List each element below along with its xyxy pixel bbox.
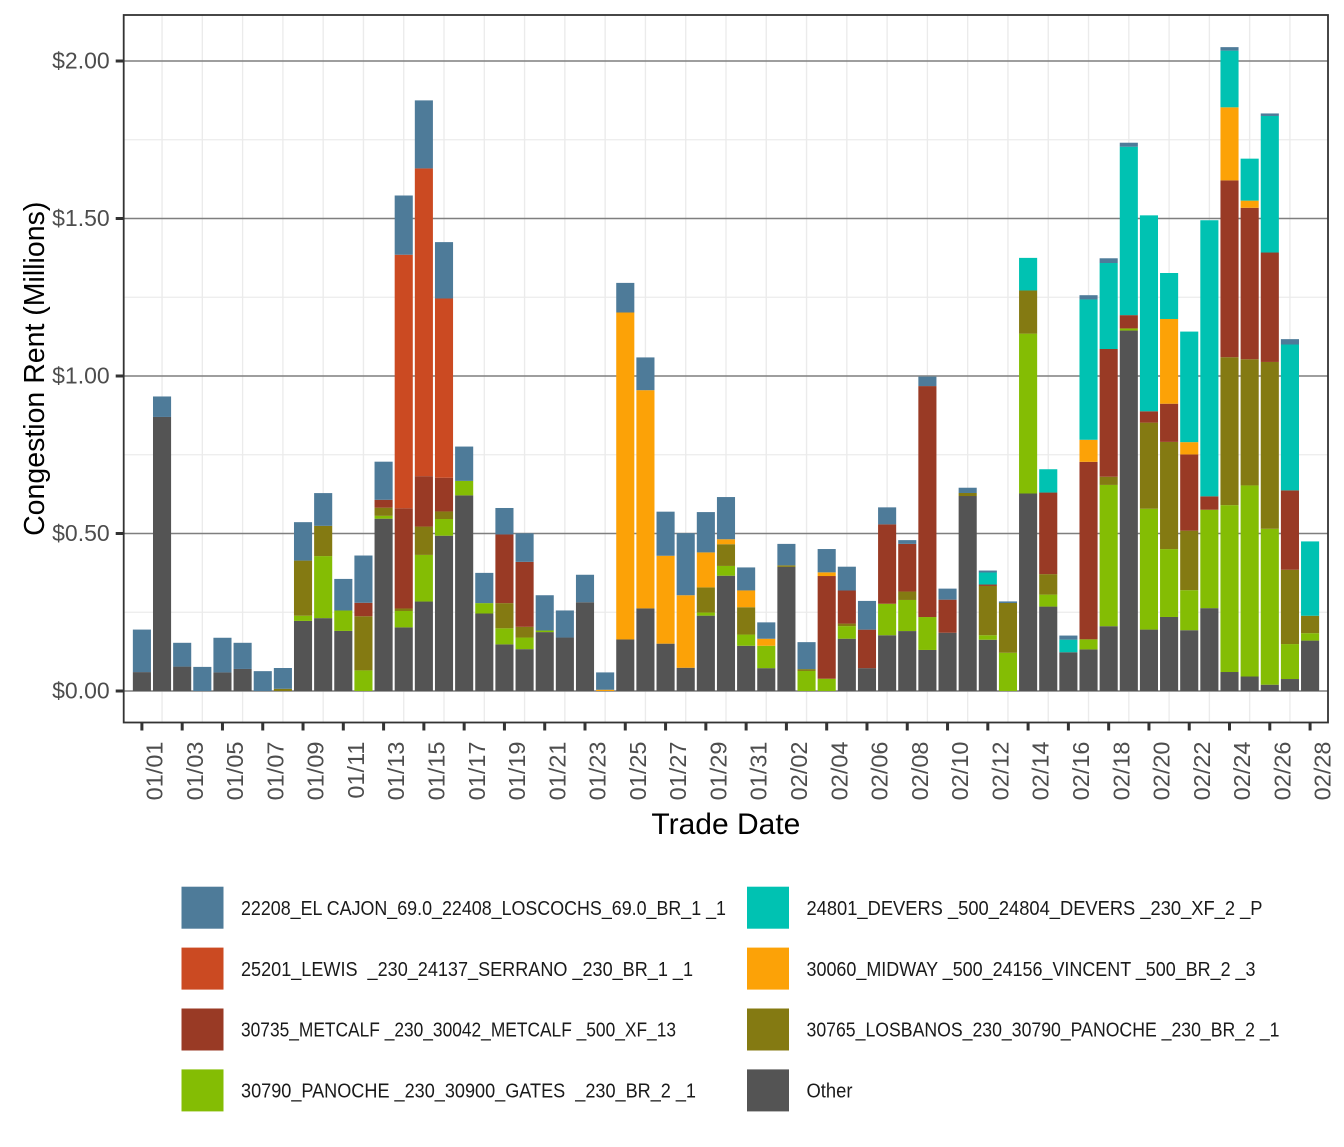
svg-text:02/02: 02/02 <box>786 742 812 801</box>
svg-text:01/13: 01/13 <box>383 742 409 801</box>
svg-text:30735_METCALF _230_30042_METCA: 30735_METCALF _230_30042_METCALF _500_XF… <box>241 1020 676 1042</box>
svg-text:Congestion Rent (Millions): Congestion Rent (Millions) <box>19 202 51 536</box>
svg-text:02/26: 02/26 <box>1269 742 1295 801</box>
svg-text:01/09: 01/09 <box>303 742 329 801</box>
svg-text:24801_DEVERS _500_24804_DEVERS: 24801_DEVERS _500_24804_DEVERS _230_XF_2… <box>807 898 1263 920</box>
svg-text:01/29: 01/29 <box>705 742 731 801</box>
svg-text:02/12: 02/12 <box>987 741 1013 800</box>
svg-text:02/06: 02/06 <box>867 742 893 801</box>
svg-text:01/15: 01/15 <box>423 742 449 801</box>
svg-text:02/14: 02/14 <box>1028 742 1054 801</box>
svg-text:01/21: 01/21 <box>544 742 570 801</box>
svg-text:01/01: 01/01 <box>142 742 168 801</box>
svg-text:02/04: 02/04 <box>826 742 852 801</box>
svg-text:$0.00: $0.00 <box>52 678 110 704</box>
svg-text:02/10: 02/10 <box>947 742 973 801</box>
svg-text:01/25: 01/25 <box>625 742 651 801</box>
svg-text:$2.00: $2.00 <box>52 48 110 74</box>
svg-text:01/03: 01/03 <box>182 742 208 801</box>
svg-text:01/17: 01/17 <box>464 742 490 801</box>
svg-text:$1.00: $1.00 <box>52 363 110 389</box>
svg-text:01/19: 01/19 <box>504 742 530 801</box>
svg-text:01/27: 01/27 <box>665 742 691 801</box>
svg-text:25201_LEWIS _230_24137_SERRAN: 25201_LEWIS _230_24137_SERRANO _230_BR_1… <box>241 959 693 981</box>
svg-text:$0.50: $0.50 <box>52 520 110 546</box>
svg-text:01/07: 01/07 <box>262 742 288 801</box>
svg-text:30765_LOSBANOS_230_30790_PANOC: 30765_LOSBANOS_230_30790_PANOCHE _230_BR… <box>807 1020 1280 1042</box>
svg-text:02/20: 02/20 <box>1149 742 1175 801</box>
svg-text:Trade Date: Trade Date <box>651 808 800 841</box>
svg-text:02/24: 02/24 <box>1229 742 1255 801</box>
svg-text:01/05: 01/05 <box>222 742 248 801</box>
svg-text:02/28: 02/28 <box>1310 742 1336 801</box>
svg-text:Other: Other <box>807 1081 853 1103</box>
svg-text:01/23: 01/23 <box>585 742 611 801</box>
svg-text:01/31: 01/31 <box>746 742 772 801</box>
svg-text:30060_MIDWAY _500_24156_VINCEN: 30060_MIDWAY _500_24156_VINCENT _500_BR_… <box>807 959 1256 981</box>
svg-text:$1.50: $1.50 <box>52 205 110 231</box>
svg-text:30790_PANOCHE _230_30900_GATES: 30790_PANOCHE _230_30900_GATES _230_BR_2… <box>241 1081 696 1103</box>
svg-text:02/08: 02/08 <box>907 742 933 801</box>
svg-text:02/22: 02/22 <box>1189 742 1215 801</box>
svg-text:02/16: 02/16 <box>1068 742 1094 801</box>
svg-text:01/11: 01/11 <box>343 742 369 799</box>
svg-text:22208_EL CAJON_69.0_22408_LOSC: 22208_EL CAJON_69.0_22408_LOSCOCHS_69.0_… <box>241 898 726 920</box>
svg-text:02/18: 02/18 <box>1108 742 1134 801</box>
